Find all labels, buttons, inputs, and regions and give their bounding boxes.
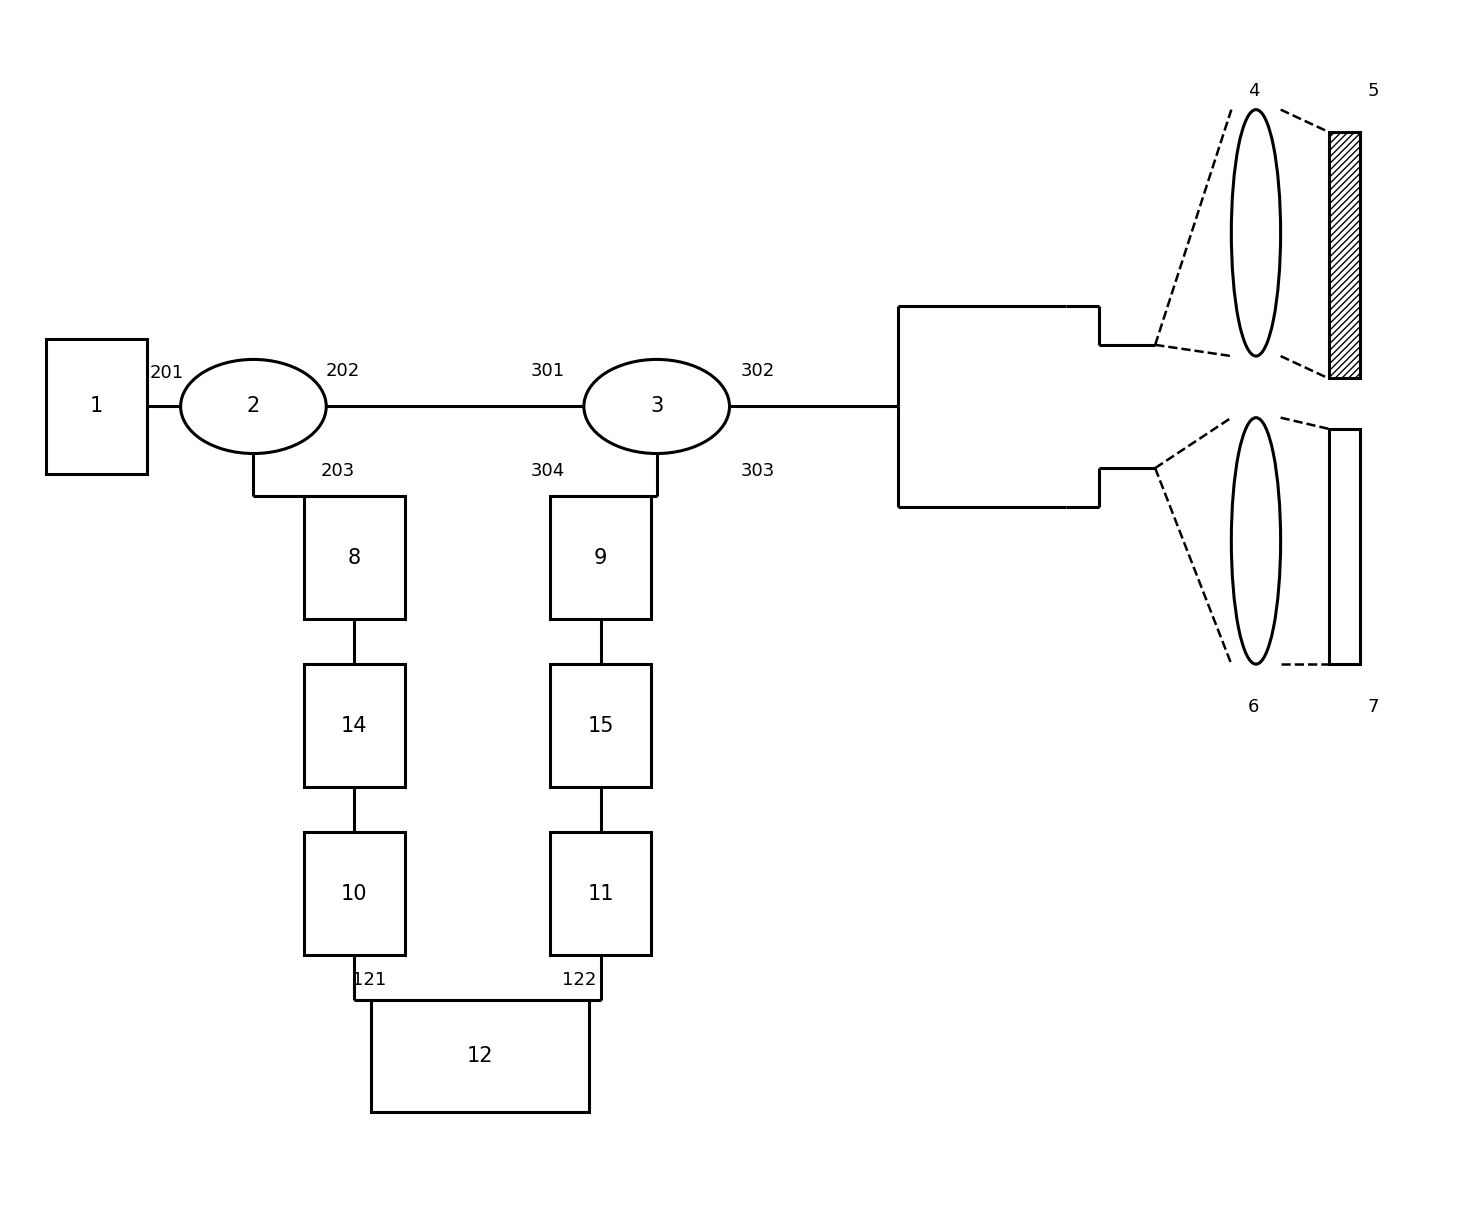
Bar — [303, 833, 404, 956]
Bar — [1329, 133, 1360, 378]
Text: 2: 2 — [247, 396, 260, 417]
Bar — [550, 496, 651, 619]
Text: 11: 11 — [588, 883, 614, 904]
Ellipse shape — [584, 359, 730, 453]
Bar — [47, 340, 147, 474]
Bar — [371, 1000, 589, 1112]
Text: 201: 201 — [150, 364, 184, 382]
Text: 121: 121 — [352, 971, 387, 989]
Ellipse shape — [1231, 418, 1281, 664]
Text: 4: 4 — [1247, 82, 1259, 100]
Bar — [303, 496, 404, 619]
Text: 301: 301 — [531, 362, 565, 380]
Bar — [303, 664, 404, 787]
Ellipse shape — [1231, 110, 1281, 355]
Bar — [1329, 429, 1360, 664]
Text: 1: 1 — [90, 396, 104, 417]
Text: 8: 8 — [347, 548, 360, 568]
Text: 14: 14 — [341, 716, 368, 736]
Ellipse shape — [181, 359, 327, 453]
Text: 122: 122 — [562, 971, 597, 989]
Text: 304: 304 — [531, 463, 565, 481]
Bar — [550, 833, 651, 956]
Text: 302: 302 — [740, 362, 775, 380]
Text: 6: 6 — [1247, 698, 1259, 716]
Bar — [550, 664, 651, 787]
Text: 5: 5 — [1369, 82, 1379, 100]
Text: 203: 203 — [321, 463, 355, 481]
Text: 202: 202 — [325, 362, 360, 380]
Text: 303: 303 — [740, 463, 775, 481]
Text: 10: 10 — [341, 883, 368, 904]
Text: 12: 12 — [467, 1046, 493, 1066]
Text: 9: 9 — [594, 548, 607, 568]
Text: 3: 3 — [651, 396, 664, 417]
Text: 7: 7 — [1369, 698, 1379, 716]
Text: 15: 15 — [588, 716, 614, 736]
